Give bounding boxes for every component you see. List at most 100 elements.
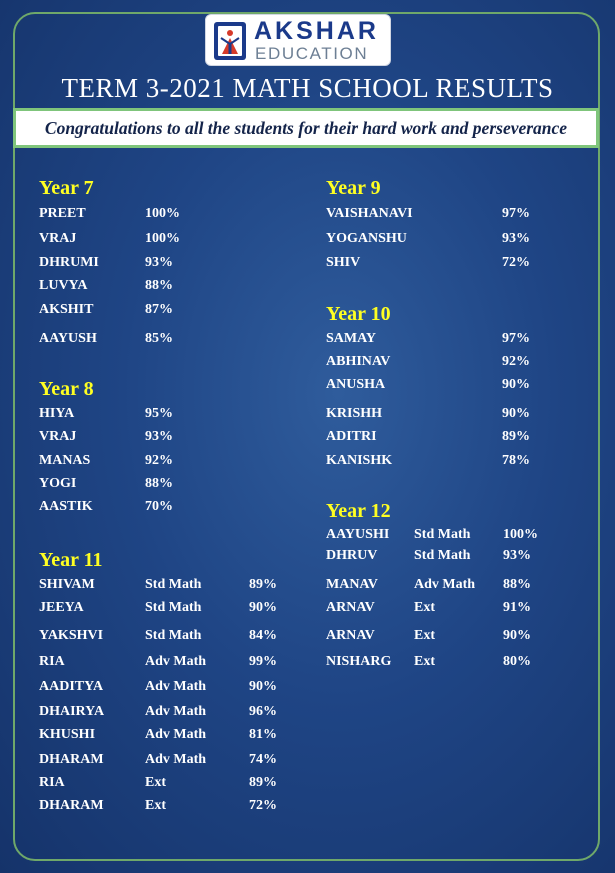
student-course: Ext: [414, 600, 435, 615]
student-name: ABHINAV: [326, 354, 391, 369]
student-name: ARNAV: [326, 600, 375, 615]
student-score: 96%: [249, 704, 277, 719]
student-score: 88%: [503, 577, 531, 592]
result-row: MANAV Adv Math 88%: [326, 578, 596, 594]
student-name: SAMAY: [326, 331, 377, 346]
student-name: AASTIK: [39, 499, 93, 514]
result-row: RIA Ext 89%: [39, 776, 309, 792]
result-row: YOGANSHU 93%: [326, 232, 596, 248]
student-score: 97%: [502, 331, 530, 346]
student-course: Std Math: [414, 527, 471, 542]
result-row: KRISHH 90%: [326, 407, 596, 423]
student-score: 97%: [502, 206, 530, 221]
student-course: Adv Math: [145, 727, 207, 742]
student-score: 72%: [249, 798, 277, 813]
result-row: DHRUV Std Math 93%: [326, 549, 596, 565]
student-score: 88%: [145, 476, 173, 491]
student-course: Adv Math: [145, 679, 207, 694]
result-row: DHRUMI 93%: [39, 256, 309, 272]
logo-brand-text: AKSHAR: [254, 17, 379, 45]
student-score: 93%: [502, 231, 530, 246]
student-name: DHAIRYA: [39, 704, 105, 719]
result-row: VAISHANAVI 97%: [326, 207, 596, 223]
student-name: KHUSHI: [39, 727, 96, 742]
student-name: KANISHK: [326, 453, 393, 468]
student-score: 100%: [145, 231, 180, 246]
student-name: RIA: [39, 775, 65, 790]
student-score: 90%: [502, 406, 530, 421]
section-title-y10: Year 10: [326, 303, 391, 325]
student-name: YAKSHVI: [39, 628, 104, 643]
result-row: VRAJ 93%: [39, 430, 309, 446]
student-name: YOGANSHU: [326, 231, 407, 246]
student-course: Std Math: [414, 548, 471, 563]
student-name: ARNAV: [326, 628, 375, 643]
student-score: 95%: [145, 406, 173, 421]
congratulations-banner: Congratulations to all the students for …: [13, 108, 599, 148]
result-row: RIA Adv Math 99%: [39, 655, 309, 671]
student-course: Std Math: [145, 628, 202, 643]
result-row: VRAJ 100%: [39, 232, 309, 248]
student-score: 90%: [502, 377, 530, 392]
result-row: MANAS 92%: [39, 454, 309, 470]
result-row: AAYUSHI Std Math 100%: [326, 528, 596, 544]
result-row: PREET 100%: [39, 207, 309, 223]
student-course: Ext: [145, 798, 166, 813]
student-score: 84%: [249, 628, 277, 643]
student-score: 72%: [502, 255, 530, 270]
student-name: ANUSHA: [326, 377, 386, 392]
page-title: TERM 3-2021 MATH SCHOOL RESULTS: [61, 73, 554, 103]
student-course: Adv Math: [145, 654, 207, 669]
student-course: Ext: [145, 775, 166, 790]
result-row: ARNAV Ext 91%: [326, 601, 596, 617]
student-score: 93%: [145, 255, 173, 270]
student-name: VAISHANAVI: [326, 206, 413, 221]
result-row: DHARAM Ext 72%: [39, 799, 309, 815]
student-score: 100%: [503, 527, 538, 542]
page-frame: [13, 12, 600, 861]
result-row: KHUSHI Adv Math 81%: [39, 728, 309, 744]
student-score: 89%: [249, 577, 277, 592]
student-score: 91%: [503, 600, 531, 615]
student-name: DHRUMI: [39, 255, 99, 270]
student-score: 90%: [249, 600, 277, 615]
section-title-y7: Year 7: [39, 177, 94, 199]
student-name: AADITYA: [39, 679, 104, 694]
student-score: 99%: [249, 654, 277, 669]
result-row: AAYUSH 85%: [39, 332, 309, 348]
result-row: SHIV 72%: [326, 256, 596, 272]
student-score: 78%: [502, 453, 530, 468]
student-score: 90%: [503, 628, 531, 643]
section-title-y8: Year 8: [39, 378, 94, 400]
result-row: DHARAM Adv Math 74%: [39, 753, 309, 769]
student-name: JEEYA: [39, 600, 84, 615]
student-score: 88%: [145, 278, 173, 293]
student-score: 81%: [249, 727, 277, 742]
student-name: YOGI: [39, 476, 77, 491]
result-row: LUVYA 88%: [39, 279, 309, 295]
student-name: NISHARG: [326, 654, 392, 669]
student-score: 92%: [145, 453, 173, 468]
book-emblem-icon: [214, 22, 246, 60]
student-name: VRAJ: [39, 231, 77, 246]
student-score: 80%: [503, 654, 531, 669]
student-course: Adv Math: [414, 577, 476, 592]
section-title-y12: Year 12: [326, 500, 391, 522]
student-name: KRISHH: [326, 406, 383, 421]
student-name: RIA: [39, 654, 65, 669]
akshar-logo: AKSHAR EDUCATION: [205, 14, 391, 66]
student-course: Adv Math: [145, 704, 207, 719]
result-row: ABHINAV 92%: [326, 355, 596, 371]
student-name: AAYUSHI: [326, 527, 390, 542]
result-row: ARNAV Ext 90%: [326, 629, 596, 645]
student-name: VRAJ: [39, 429, 77, 444]
result-row: ANUSHA 90%: [326, 378, 596, 394]
student-course: Std Math: [145, 577, 202, 592]
result-row: AADITYA Adv Math 90%: [39, 680, 309, 696]
result-row: NISHARG Ext 80%: [326, 655, 596, 671]
student-course: Std Math: [145, 600, 202, 615]
result-row: HIYA 95%: [39, 407, 309, 423]
student-score: 93%: [503, 548, 531, 563]
student-name: DHARAM: [39, 798, 104, 813]
student-name: LUVYA: [39, 278, 88, 293]
